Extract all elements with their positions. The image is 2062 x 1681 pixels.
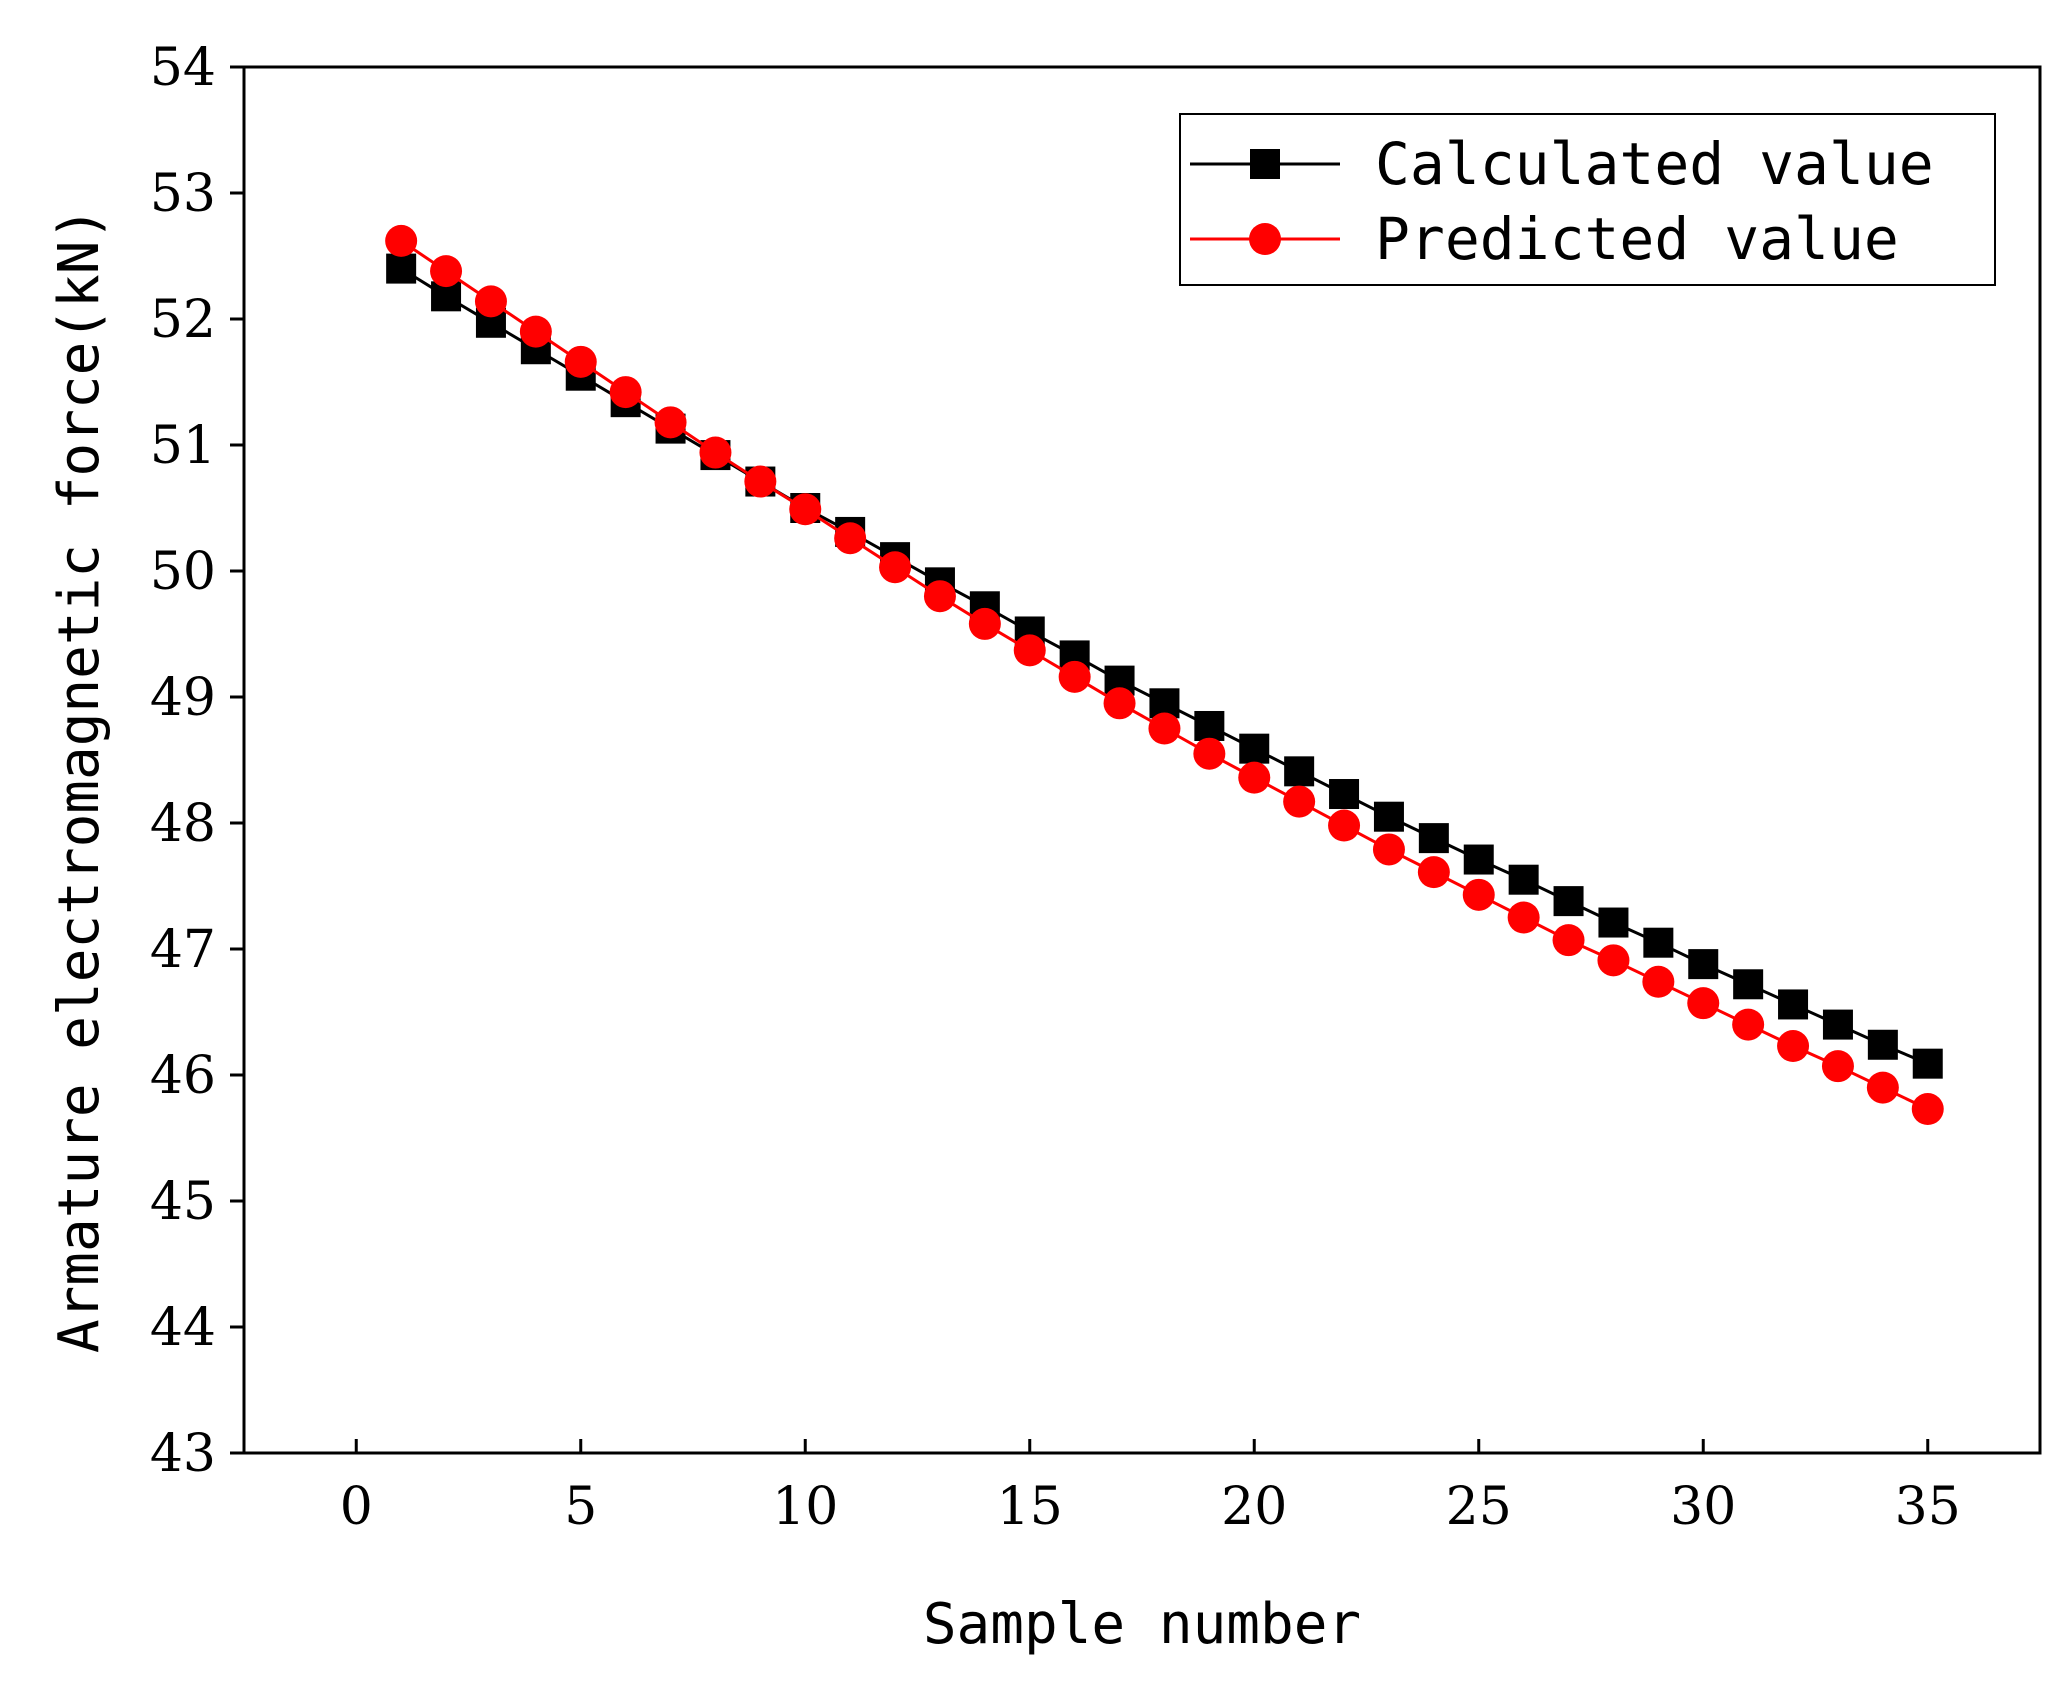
data-point-square <box>1329 779 1360 810</box>
data-point-circle <box>1462 878 1495 911</box>
data-point-circle <box>1193 737 1226 770</box>
data-point-square <box>1778 989 1809 1020</box>
data-point-square <box>1867 1029 1898 1060</box>
y-tick-label: 45 <box>150 1172 216 1232</box>
series-1 <box>385 224 1944 1126</box>
data-point-circle <box>1552 924 1585 957</box>
data-point-circle <box>1058 660 1091 693</box>
data-point-circle <box>1283 785 1316 818</box>
data-point-square <box>1194 710 1225 741</box>
data-point-square <box>1239 733 1270 764</box>
data-point-circle <box>1821 1050 1854 1083</box>
data-point-circle <box>1238 761 1271 794</box>
data-point-circle <box>385 224 418 257</box>
y-tick-label: 44 <box>150 1298 216 1358</box>
data-point-circle <box>1687 987 1720 1020</box>
y-tick-label: 48 <box>150 794 216 854</box>
y-tick-label: 46 <box>150 1046 216 1106</box>
data-point-circle <box>923 580 956 613</box>
legend-marker-circle <box>1249 223 1281 255</box>
data-point-circle <box>654 406 687 439</box>
x-axis-title: Sample number <box>923 1592 1361 1657</box>
data-point-square <box>1418 823 1449 854</box>
data-point-circle <box>1148 712 1181 745</box>
y-tick-label: 54 <box>150 38 216 98</box>
series <box>385 224 1944 1126</box>
data-point-circle <box>1911 1093 1944 1126</box>
data-point-circle <box>1328 809 1361 842</box>
y-tick-label: 43 <box>150 1424 216 1484</box>
x-tick-label: 25 <box>1446 1477 1512 1537</box>
legend-entry-calculated: Calculated value <box>1190 130 1934 198</box>
legend-box <box>1179 113 1996 286</box>
data-point-circle <box>430 255 463 288</box>
y-tick-label: 51 <box>150 416 216 476</box>
y-tick-label: 50 <box>150 542 216 602</box>
data-point-square <box>1284 756 1315 787</box>
x-tick-label: 30 <box>1670 1477 1736 1537</box>
data-point-circle <box>1372 833 1405 866</box>
x-tick-label: 0 <box>340 1477 373 1537</box>
data-point-square <box>1598 907 1629 938</box>
data-point-square <box>1463 844 1494 875</box>
data-point-circle <box>564 345 597 378</box>
data-point-circle <box>1732 1008 1765 1041</box>
data-point-square <box>386 253 417 284</box>
legend: Calculated value Predicted value <box>1179 113 1996 286</box>
data-point-circle <box>1417 856 1450 889</box>
data-point-circle <box>1597 944 1630 977</box>
plot-frame <box>242 65 2042 1455</box>
data-point-square <box>1733 969 1764 1000</box>
data-point-square <box>1373 801 1404 832</box>
y-tick-label: 52 <box>150 290 216 350</box>
data-point-circle <box>968 607 1001 640</box>
data-point-circle <box>474 285 507 318</box>
data-point-square <box>1688 949 1719 980</box>
y-tick-label: 49 <box>150 668 216 728</box>
x-tick-label: 10 <box>772 1477 838 1537</box>
x-tick-label: 35 <box>1895 1477 1961 1537</box>
data-point-circle <box>744 465 777 498</box>
data-point-circle <box>519 315 552 348</box>
legend-label-calculated: Calculated value <box>1375 130 1934 198</box>
data-point-square <box>1912 1048 1943 1079</box>
data-point-square <box>1643 927 1674 958</box>
legend-label-predicted: Predicted value <box>1375 205 1899 273</box>
data-point-circle <box>1103 687 1136 720</box>
data-point-circle <box>789 493 822 526</box>
data-point-square <box>1553 886 1584 917</box>
y-tick-label: 53 <box>150 164 216 224</box>
data-point-circle <box>1777 1030 1810 1063</box>
x-tick-label: 5 <box>564 1477 597 1537</box>
data-point-circle <box>1013 634 1046 667</box>
data-point-square <box>1508 864 1539 895</box>
x-tick-label: 20 <box>1221 1477 1287 1537</box>
y-tick-label: 47 <box>150 920 216 980</box>
data-point-circle <box>609 376 642 409</box>
legend-entry-predicted: Predicted value <box>1190 205 1899 273</box>
data-point-circle <box>879 551 912 584</box>
y-axis-title: Armature electromagnetic force(kN) <box>47 207 112 1353</box>
data-point-square <box>1822 1009 1853 1040</box>
ticks: 43 44 45 46 47 48 49 50 51 52 53 54 0 5 10 15 20 25 30 35 <box>150 38 1961 1537</box>
data-point-circle <box>834 522 867 555</box>
x-tick-label: 15 <box>997 1477 1063 1537</box>
axes <box>242 65 2042 1455</box>
legend-marker-square <box>1250 149 1280 179</box>
data-point-circle <box>1642 965 1675 998</box>
data-point-circle <box>1866 1071 1899 1104</box>
data-point-circle <box>1507 901 1540 934</box>
data-point-circle <box>699 436 732 469</box>
